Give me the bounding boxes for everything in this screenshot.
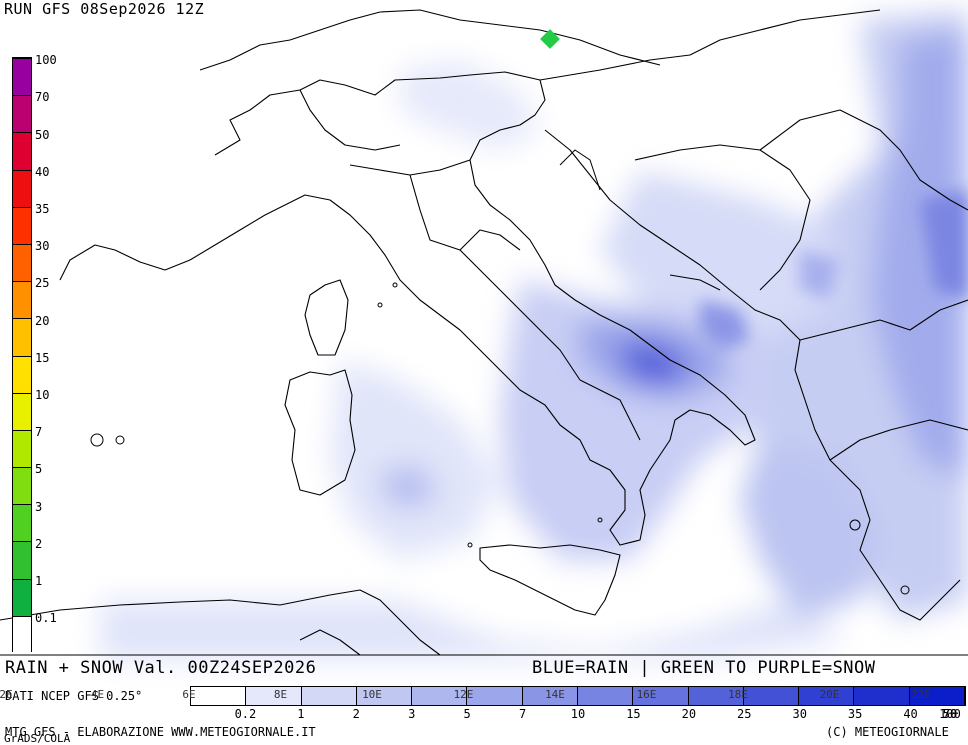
snow-scale-swatch	[13, 243, 31, 282]
rain-scale-swatch	[909, 687, 965, 705]
snow-color-scale	[12, 57, 32, 653]
snow-scale-label: 70	[35, 90, 50, 105]
rain-scale-label: 5	[463, 707, 471, 721]
snow-scale-label: 50	[35, 127, 50, 142]
snow-scale-swatch	[13, 429, 31, 468]
rain-scale-label: 30	[792, 707, 807, 721]
snow-scale-label: 3	[35, 499, 43, 514]
longitude-tick-label: 16E	[636, 688, 657, 701]
longitude-tick-label: 10E	[362, 688, 382, 701]
snow-scale-label: 40	[35, 164, 50, 179]
rain-scale-swatch	[301, 687, 357, 705]
rain-scale-swatch	[799, 687, 855, 705]
rain-scale-label: 7	[518, 707, 527, 721]
elaboration-label: MTG GFS - ELABORAZIONE WWW.METEOGIORNALE…	[5, 725, 316, 739]
rain-scale-swatch	[522, 687, 578, 705]
snow-scale-swatch	[13, 467, 31, 505]
rain-scale-label: 100	[939, 707, 961, 721]
valid-time-label: RAIN + SNOW Val. 00Z24SEP2026	[5, 658, 317, 678]
snow-scale-label: 10	[35, 387, 50, 402]
rain-scale-swatch	[688, 687, 744, 705]
snow-scale-label: 30	[35, 239, 50, 254]
rain-scale-swatch	[412, 687, 468, 705]
longitude-tick-label: 2E	[0, 688, 13, 701]
snow-scale-swatch	[13, 541, 31, 579]
rain-scale-label: 0.2	[234, 707, 257, 721]
rain-scale-swatch	[191, 687, 247, 705]
snow-scale-swatch	[13, 281, 31, 319]
longitude-tick-label: 4E	[90, 688, 105, 701]
rain-scale-label: 10	[570, 707, 586, 721]
snow-scale-label: 2	[35, 536, 43, 551]
snow-scale-swatch	[13, 132, 31, 170]
snow-scale-swatch	[13, 355, 31, 393]
longitude-tick-label: 22E	[911, 688, 931, 701]
snow-scale-label: 15	[35, 350, 50, 365]
snow-scale-label: 5	[35, 462, 43, 477]
rain-scale-label: 40	[903, 707, 918, 721]
rain-scale-label: 15	[626, 707, 641, 721]
rain-scale-label: 25	[737, 707, 752, 721]
snow-scale-swatch	[13, 615, 31, 653]
precipitation-field	[100, 10, 968, 660]
snow-scale-swatch	[13, 578, 31, 616]
rain-scale-label: 1	[297, 707, 305, 721]
snow-scale-swatch	[13, 206, 31, 244]
rain-scale-label: 20	[681, 707, 697, 721]
longitude-tick-label: 18E	[728, 688, 748, 701]
snow-scale-swatch	[13, 504, 31, 542]
rain-scale-swatch	[467, 687, 523, 705]
snow-scale-swatch	[13, 318, 31, 356]
snow-scale-label: 7	[35, 425, 43, 440]
legend-description: BLUE=RAIN | GREEN TO PURPLE=SNOW	[532, 658, 876, 678]
snow-scale-label: 100	[35, 53, 57, 68]
coastline-outline	[0, 9, 968, 656]
rain-scale-swatch	[743, 687, 800, 705]
snow-scale-label: 25	[35, 276, 50, 291]
longitude-tick-label: 12E	[453, 688, 474, 701]
run-title: RUN GFS 08Sep2026 12Z	[4, 0, 205, 18]
rain-scale-label: 35	[847, 707, 863, 721]
longitude-tick-label: 8E	[273, 688, 288, 701]
snow-scale-swatch	[13, 169, 31, 207]
snow-scale-swatch	[13, 95, 31, 133]
snow-scale-label: 0.1	[35, 611, 57, 626]
longitude-tick-label: 6E	[182, 688, 196, 701]
longitude-tick-label: 14E	[545, 688, 565, 701]
copyright-label: (C) METEOGIORNALE	[826, 725, 949, 739]
rain-scale-label: 50	[942, 707, 958, 721]
snow-scale-label: 35	[35, 202, 50, 217]
rain-scale-label: 3	[408, 707, 416, 721]
data-source-label: DATI NCEP GFS 0.25°	[5, 689, 143, 703]
rain-scale-label: 2	[352, 707, 360, 721]
rain-scale-swatch	[356, 687, 413, 705]
rain-scale-swatch	[633, 687, 689, 705]
snow-scale-label: 20	[35, 313, 50, 328]
snow-scale-label: 1	[35, 573, 43, 588]
rain-color-scale	[190, 686, 966, 706]
rain-scale-label: 70	[942, 707, 958, 721]
snow-scale-swatch	[13, 392, 31, 430]
snow-scale-swatch	[13, 58, 31, 96]
rain-scale-swatch	[246, 687, 302, 705]
longitude-tick-label: 20E	[819, 688, 840, 701]
rain-scale-swatch	[577, 687, 634, 705]
rain-scale-swatch	[854, 687, 910, 705]
grads-label: GrADS/COLA	[4, 732, 71, 745]
